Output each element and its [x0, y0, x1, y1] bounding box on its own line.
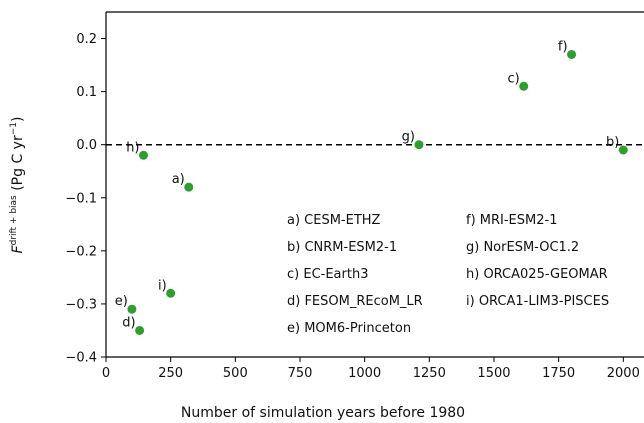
legend-entry: e) MOM6-Princeton: [287, 321, 411, 336]
legend-column-1: a) CESM-ETHZ b) CNRM-ESM2-1 c) EC-Earth3 d)…: [287, 213, 423, 336]
model-legend: a) CESM-ETHZ b) CNRM-ESM2-1 c) EC-Earth3 d)…: [287, 213, 609, 336]
point-label: c): [507, 71, 519, 86]
data-point: [618, 145, 628, 155]
point-label: h): [126, 140, 139, 155]
x-tick-label: 0: [102, 366, 110, 381]
point-label: d): [122, 315, 135, 330]
data-point: [519, 81, 529, 91]
y-axis-label-units: (Pg C yr: [10, 135, 26, 195]
x-axis-label: Number of simulation years before 1980: [181, 405, 465, 421]
legend-entry: g) NorESM-OC1.2: [466, 240, 579, 255]
legend-entry: a) CESM-ETHZ: [287, 213, 381, 228]
data-point: [184, 182, 194, 192]
y-axis-label-superscript: drift + bias: [9, 195, 19, 245]
y-axis-label-units-exponent: −1: [9, 122, 19, 135]
y-axis-label-units-close: ): [10, 117, 26, 122]
axes: 0 250 500 750 1000 1250 1500 1750 2000 −0.4−0.3−…: [65, 11, 644, 381]
x-tick-label: 1750: [542, 366, 575, 381]
y-tick-label: −0.4: [65, 351, 97, 366]
legend-column-2: f) MRI-ESM2-1 g) NorESM-OC1.2 h) ORCA025-G…: [466, 213, 609, 309]
y-axis-label: Fdrift + bias (Pg C yr−1): [9, 117, 26, 254]
x-tick-label: 750: [288, 366, 313, 381]
legend-entry: c) EC-Earth3: [287, 267, 368, 282]
y-tick-label: 0.2: [76, 32, 97, 47]
plot-area: a) b) c) d) e) f) g) h) i): [106, 39, 644, 335]
point-label: a): [172, 172, 185, 187]
x-tick-label: 2000: [607, 366, 640, 381]
y-axis-label-symbol: F: [10, 244, 26, 253]
y-tick-label: −0.1: [65, 191, 97, 206]
legend-entry: b) CNRM-ESM2-1: [287, 240, 397, 255]
y-tick-label: 0.0: [76, 138, 97, 153]
y-tick-label: −0.3: [65, 297, 97, 312]
point-label: g): [402, 130, 415, 145]
legend-entry: f) MRI-ESM2-1: [466, 213, 557, 228]
point-label: i): [158, 278, 167, 293]
x-tick-label: 250: [158, 366, 183, 381]
data-point: [139, 150, 149, 160]
y-tick-label: 0.1: [76, 85, 97, 100]
legend-entry: d) FESOM_REcoM_LR: [287, 294, 423, 309]
x-tick-label: 500: [223, 366, 248, 381]
y-ticks: −0.4 −0.3 −0.2 −0.1 0.0 0.1 0.2: [65, 32, 106, 366]
x-ticks: 0 250 500 750 1000 1250 1500 1750 2000: [102, 357, 640, 381]
point-label: e): [115, 294, 128, 309]
data-point: [166, 288, 176, 298]
point-label: b): [606, 135, 619, 150]
legend-entry: i) ORCA1-LIM3-PISCES: [466, 294, 609, 309]
legend-entry: h) ORCA025-GEOMAR: [466, 267, 608, 282]
x-tick-label: 1250: [413, 366, 446, 381]
point-label: f): [558, 39, 568, 54]
data-point: [567, 49, 577, 59]
data-point: [127, 304, 137, 314]
data-point: [135, 325, 145, 335]
data-points: a) b) c) d) e) f) g) h) i): [115, 39, 628, 335]
y-tick-label: −0.2: [65, 244, 97, 259]
data-point: [414, 140, 424, 150]
x-tick-label: 1000: [348, 366, 381, 381]
x-tick-label: 1500: [477, 366, 510, 381]
